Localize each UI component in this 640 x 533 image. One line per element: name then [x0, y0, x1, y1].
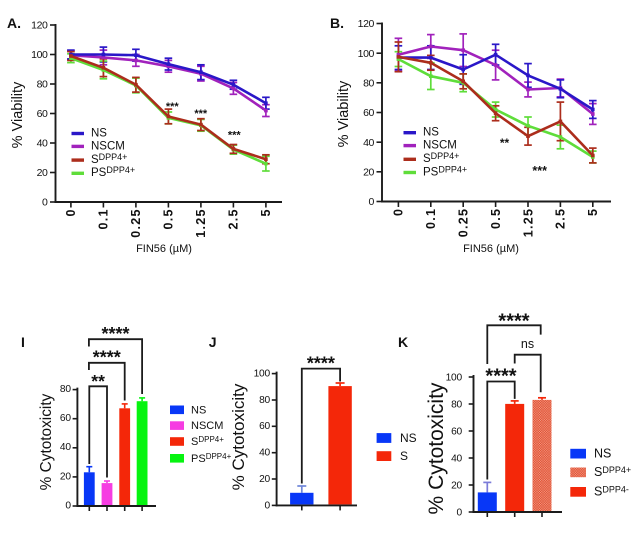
svg-text:0.1: 0.1	[97, 208, 111, 229]
svg-text:0: 0	[457, 508, 463, 519]
svg-text:NSCM: NSCM	[191, 420, 223, 432]
svg-text:% Viability: % Viability	[10, 81, 26, 148]
svg-text:FIN56 (µM): FIN56 (µM)	[463, 243, 519, 255]
svg-text:0.25: 0.25	[129, 208, 143, 238]
svg-text:NS: NS	[423, 127, 439, 139]
svg-text:**: **	[91, 371, 105, 391]
svg-text:20: 20	[259, 474, 270, 485]
svg-text:0: 0	[265, 500, 271, 511]
svg-text:% Viability: % Viability	[336, 80, 352, 147]
svg-text:100: 100	[446, 373, 463, 384]
svg-text:0: 0	[392, 208, 406, 216]
svg-text:% Cytotoxicity: % Cytotoxicity	[229, 383, 248, 490]
svg-text:20: 20	[451, 481, 462, 492]
svg-text:40: 40	[37, 138, 48, 150]
svg-text:NS: NS	[594, 446, 611, 460]
svg-text:120: 120	[358, 18, 375, 30]
svg-text:40: 40	[363, 137, 374, 149]
svg-text:B.: B.	[330, 15, 344, 31]
svg-text:J: J	[209, 334, 217, 350]
svg-text:0: 0	[64, 208, 78, 216]
svg-text:20: 20	[37, 167, 48, 179]
svg-text:****: ****	[485, 365, 516, 387]
svg-text:2.5: 2.5	[227, 208, 241, 229]
svg-text:40: 40	[259, 448, 270, 459]
svg-text:****: ****	[101, 324, 129, 344]
svg-text:NS: NS	[191, 404, 206, 416]
svg-text:20: 20	[60, 471, 71, 482]
svg-text:0.1: 0.1	[424, 208, 438, 229]
svg-text:60: 60	[259, 421, 270, 432]
svg-text:80: 80	[451, 400, 462, 411]
svg-text:100: 100	[358, 48, 375, 60]
svg-text:1.25: 1.25	[194, 208, 208, 238]
svg-text:1.25: 1.25	[521, 208, 535, 238]
svg-text:0: 0	[42, 197, 48, 209]
svg-text:**: **	[500, 136, 510, 150]
svg-text:100: 100	[31, 49, 48, 61]
svg-text:NSCM: NSCM	[423, 140, 457, 152]
svg-text:K: K	[398, 334, 408, 350]
svg-text:80: 80	[363, 78, 374, 90]
svg-text:***: ***	[194, 108, 208, 120]
svg-text:120: 120	[31, 20, 48, 32]
svg-text:80: 80	[60, 384, 71, 395]
svg-text:20: 20	[363, 167, 374, 179]
svg-text:FIN56 (µM): FIN56 (µM)	[136, 243, 192, 255]
svg-text:NS: NS	[91, 127, 107, 139]
svg-text:0: 0	[369, 196, 375, 208]
svg-text:ns: ns	[521, 337, 534, 351]
svg-text:***: ***	[228, 130, 242, 142]
svg-text:S: S	[400, 449, 408, 463]
svg-text:80: 80	[259, 395, 270, 406]
svg-text:0.5: 0.5	[489, 208, 503, 229]
svg-text:80: 80	[37, 79, 48, 91]
svg-text:2.5: 2.5	[554, 208, 568, 229]
svg-text:NSCM: NSCM	[91, 140, 125, 152]
svg-text:60: 60	[363, 107, 374, 119]
svg-text:0: 0	[65, 500, 71, 511]
svg-text:****: ****	[307, 353, 335, 373]
svg-text:40: 40	[451, 454, 462, 465]
svg-text:60: 60	[451, 427, 462, 438]
svg-text:***: ***	[166, 101, 180, 113]
svg-text:NS: NS	[400, 431, 417, 445]
svg-text:5: 5	[259, 208, 273, 216]
svg-text:****: ****	[93, 348, 121, 368]
svg-text:***: ***	[532, 164, 547, 178]
svg-text:0.5: 0.5	[162, 208, 176, 229]
svg-text:5: 5	[586, 208, 600, 216]
svg-text:40: 40	[60, 442, 71, 453]
svg-text:60: 60	[60, 413, 71, 424]
svg-text:% Cytotoxicity: % Cytotoxicity	[425, 382, 448, 514]
svg-text:I: I	[21, 334, 25, 350]
svg-text:60: 60	[37, 108, 48, 120]
svg-text:100: 100	[254, 369, 271, 380]
svg-text:****: ****	[498, 310, 529, 332]
svg-text:% Cytotoxicity: % Cytotoxicity	[38, 393, 55, 490]
svg-text:A.: A.	[7, 15, 21, 31]
svg-text:0.25: 0.25	[457, 208, 471, 238]
